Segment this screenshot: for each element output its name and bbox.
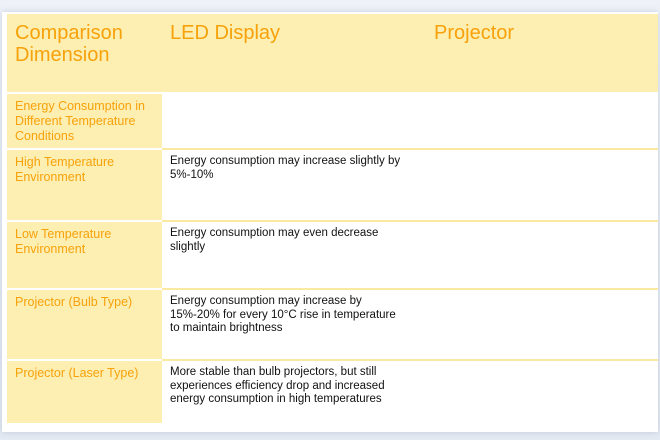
row-led-cell: More stable than bulb projectors, but st… — [162, 360, 412, 424]
row-led-cell: Energy consumption may even decrease sli… — [162, 221, 412, 290]
row-dimension-cell: Projector (Laser Type) — [7, 360, 162, 425]
row-led-cell — [162, 93, 412, 150]
table-body: Energy Consumption in Different Temperat… — [7, 93, 658, 425]
table-row: Low Temperature Environment Energy consu… — [7, 221, 658, 290]
row-projector-cell — [412, 289, 658, 361]
row-dimension-cell: Energy Consumption in Different Temperat… — [7, 93, 162, 150]
header-projector: Projector — [412, 14, 658, 94]
slide-frame: Comparison Dimension LED Display Project… — [2, 12, 658, 432]
table-row: Energy Consumption in Different Temperat… — [7, 93, 658, 150]
comparison-table: Comparison Dimension LED Display Project… — [7, 14, 658, 425]
header-led-display: LED Display — [162, 14, 412, 94]
row-projector-cell — [412, 221, 658, 290]
row-led-cell: Energy consumption may increase by 15%-2… — [162, 289, 412, 361]
header-comparison-dimension: Comparison Dimension — [7, 14, 162, 94]
table-row: High Temperature Environment Energy cons… — [7, 149, 658, 222]
row-projector-cell — [412, 360, 658, 424]
row-dimension-cell: High Temperature Environment — [7, 149, 162, 222]
row-projector-cell — [412, 149, 658, 222]
table-header: Comparison Dimension LED Display Project… — [7, 14, 658, 94]
row-dimension-cell: Low Temperature Environment — [7, 221, 162, 290]
header-row: Comparison Dimension LED Display Project… — [7, 14, 658, 94]
row-projector-cell — [412, 93, 658, 150]
table-row: Projector (Laser Type) More stable than … — [7, 360, 658, 425]
row-dimension-cell: Projector (Bulb Type) — [7, 289, 162, 361]
row-led-cell: Energy consumption may increase slightly… — [162, 149, 412, 222]
table-row: Projector (Bulb Type) Energy consumption… — [7, 289, 658, 361]
